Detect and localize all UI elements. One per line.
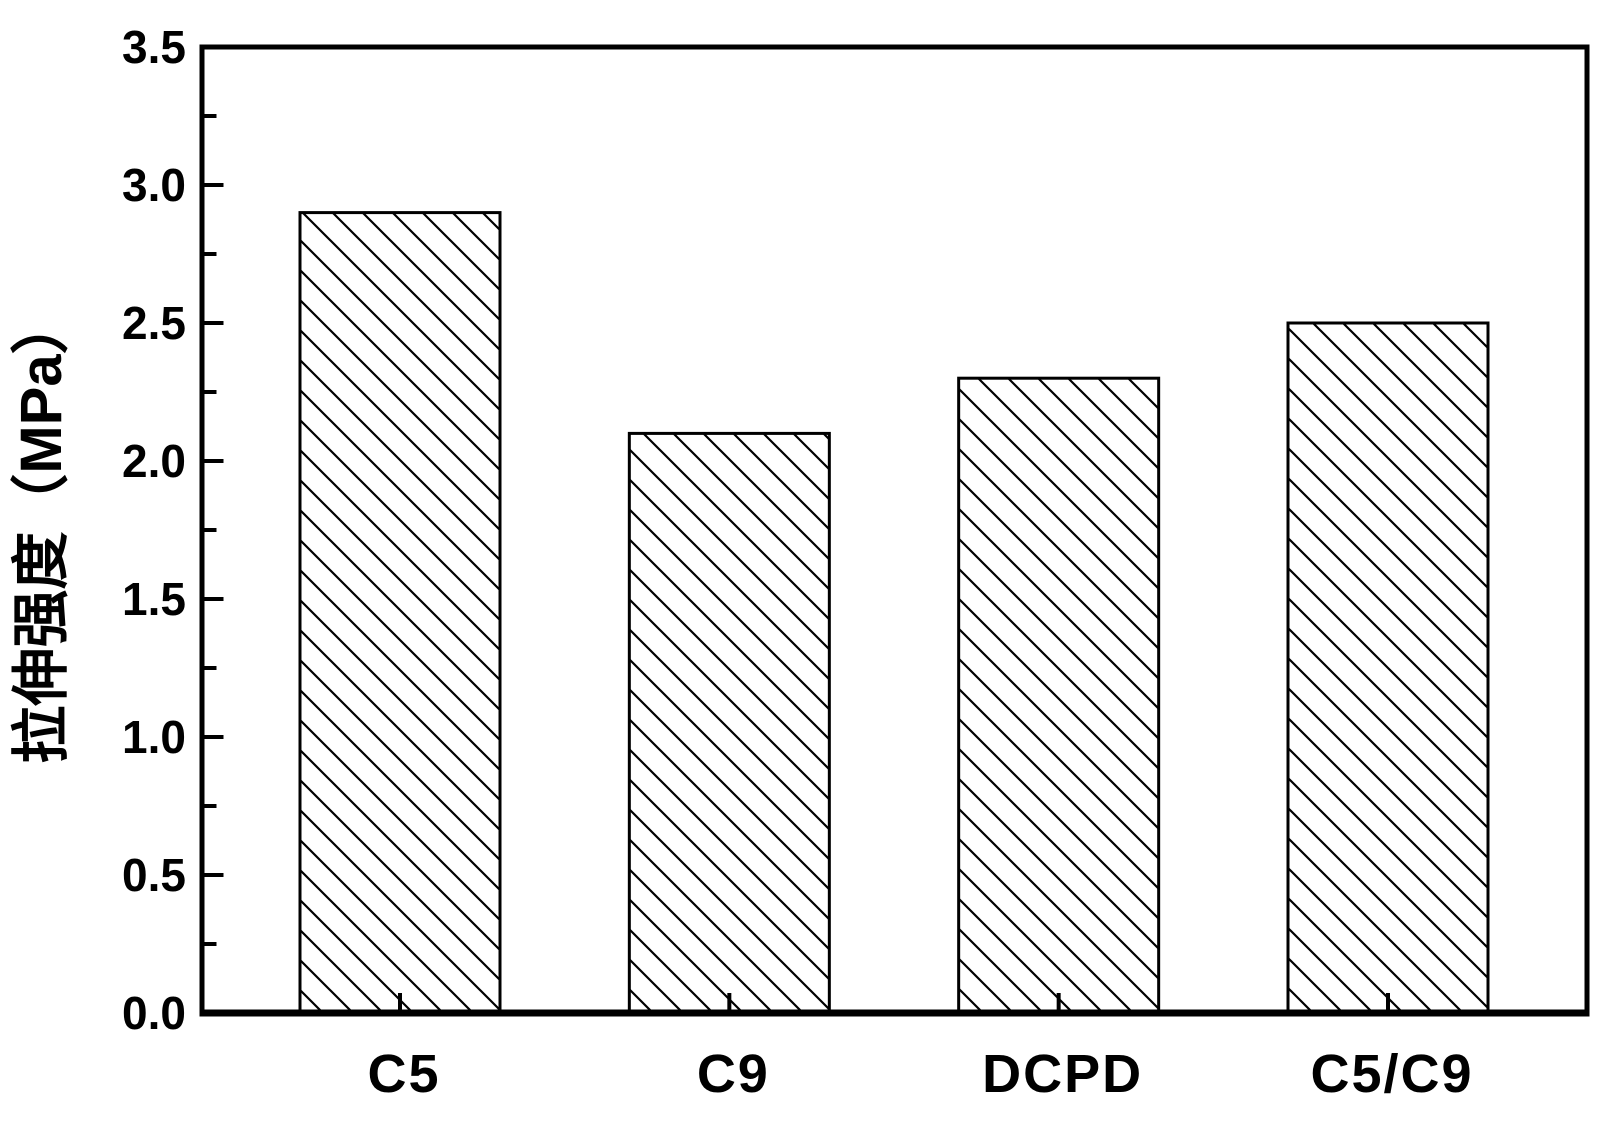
y-axis-title: 拉伸强度（MPa） <box>9 296 74 764</box>
x-category-label: C5/C9 <box>1310 1044 1473 1104</box>
y-tick-label: 1.5 <box>122 573 186 625</box>
bar-c5-c9 <box>1286 321 1490 1015</box>
x-category-label: DCPD <box>982 1044 1143 1104</box>
y-tick-label: 3.0 <box>122 159 186 211</box>
bar-c5 <box>298 211 502 1015</box>
bars-group <box>298 211 1490 1015</box>
axes-group: 0.0 0.5 1.0 1.5 2.0 2.5 3.0 3.5 C5 C9 DCPD C5/C9 <box>122 21 1473 1104</box>
x-category-label: C9 <box>697 1044 770 1104</box>
y-tick-label: 1.0 <box>122 711 186 763</box>
y-tick-label: 0.5 <box>122 849 186 901</box>
y-tick-label: 0.0 <box>122 987 186 1039</box>
y-tick-label: 2.5 <box>122 297 186 349</box>
bar-c9 <box>627 431 831 1015</box>
x-category-label: C5 <box>367 1044 440 1104</box>
y-tick-label: 2.0 <box>122 435 186 487</box>
bar-dcpd <box>957 376 1161 1015</box>
y-tick-label: 3.5 <box>122 21 186 73</box>
